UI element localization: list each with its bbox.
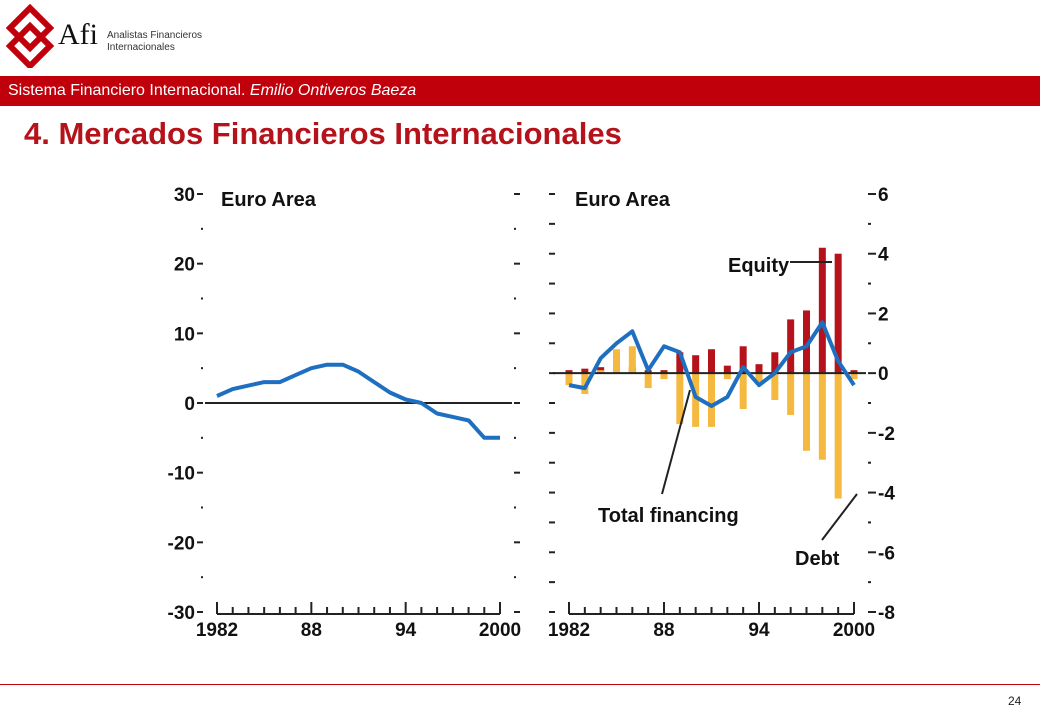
organization-line-2: Internacionales [107, 42, 175, 53]
debt-bar [771, 373, 779, 401]
page-number: 24 [1008, 694, 1022, 708]
debt-bar [755, 373, 763, 383]
x-tick-label: 88 [653, 620, 674, 641]
x-tick-label: 2000 [479, 620, 521, 641]
equity-bar [581, 368, 589, 374]
debt-bar [581, 373, 589, 395]
chart-title: Euro Area [221, 189, 317, 211]
equity-bar [818, 247, 826, 374]
y-tick-label: -10 [168, 464, 195, 485]
annotation-total-financing-leader [661, 389, 691, 495]
y-tick-label: 4 [878, 245, 889, 266]
y-tick-label: 10 [174, 324, 195, 345]
debt-bar [818, 373, 826, 460]
equity-bar [771, 352, 779, 374]
debt-bar [644, 373, 652, 389]
debt-bar [676, 373, 684, 424]
banner-text: Sistema Financiero Internacional. Emilio… [8, 82, 416, 100]
chart-right: 6 4 2 0 -2 -4 -6 -8 1982 88 94 2000 Euro Area Equity T… [548, 185, 895, 641]
x-tick-label: 1982 [196, 620, 238, 641]
equity-bar [660, 370, 668, 374]
annotation-total-financing: Total financing [598, 505, 739, 527]
debt-bar [787, 373, 795, 415]
banner-author: Emilio Ontiveros Baeza [249, 82, 417, 99]
debt-bar [628, 346, 636, 374]
header-banner: Sistema Financiero Internacional. Emilio… [0, 76, 1040, 106]
debt-bar [850, 373, 858, 380]
equity-bar [755, 364, 763, 374]
y-tick-label: -6 [878, 543, 895, 564]
debt-bar [597, 370, 605, 374]
annotation-debt: Debt [795, 548, 840, 570]
banner-course: Sistema Financiero Internacional. [8, 82, 250, 99]
debt-bar [723, 373, 731, 380]
equity-bar [787, 319, 795, 374]
annotation-debt-leader [821, 493, 858, 541]
annotation-equity: Equity [728, 255, 790, 277]
y-tick-label: -30 [168, 603, 195, 624]
debt-bar [708, 373, 715, 427]
organization-name: Analistas Financieros Internacionales [107, 30, 202, 54]
x-tick-label: 94 [748, 620, 770, 641]
y-tick-label: 2 [878, 304, 889, 325]
debt-bar [613, 349, 620, 374]
x-tick-label: 1982 [548, 620, 590, 641]
y-tick-label: -20 [168, 533, 195, 554]
x-tick-label: 94 [395, 620, 417, 641]
y-tick-label: -4 [878, 484, 895, 505]
y-tick-label: -2 [878, 424, 895, 445]
equity-bar [565, 370, 573, 374]
equity-bar [692, 355, 700, 374]
equity-bar [739, 346, 747, 374]
series-line [216, 362, 500, 440]
logo-wordmark: Afi [58, 18, 98, 51]
debt-bar [803, 373, 810, 451]
debt-bar [565, 373, 573, 386]
equity-bar [723, 365, 731, 374]
y-tick-label: 30 [174, 185, 195, 206]
y-tick-label: -8 [878, 603, 895, 624]
afi-logo [6, 4, 54, 68]
y-tick-label: 6 [878, 185, 889, 206]
x-tick-label: 2000 [833, 620, 875, 641]
x-tick-label: 88 [301, 620, 322, 641]
equity-bar [834, 253, 842, 374]
equity-bar [676, 352, 684, 374]
equity-bar [803, 310, 810, 374]
equity-bar [850, 370, 858, 374]
y-tick-label: 0 [878, 364, 889, 385]
debt-bar [692, 373, 700, 427]
equity-bar [708, 349, 715, 374]
footer-rule [0, 684, 1040, 685]
debt-bar [739, 373, 747, 409]
y-tick-label: 0 [184, 394, 195, 415]
debt-bar [834, 373, 842, 499]
chart-title: Euro Area [575, 189, 671, 211]
y-tick-label: 20 [174, 255, 195, 276]
total-financing-line [568, 320, 856, 408]
organization-line-1: Analistas Financieros [107, 30, 203, 41]
page-title: 4. Mercados Financieros Internacionales [24, 116, 622, 151]
debt-bar [660, 373, 668, 380]
